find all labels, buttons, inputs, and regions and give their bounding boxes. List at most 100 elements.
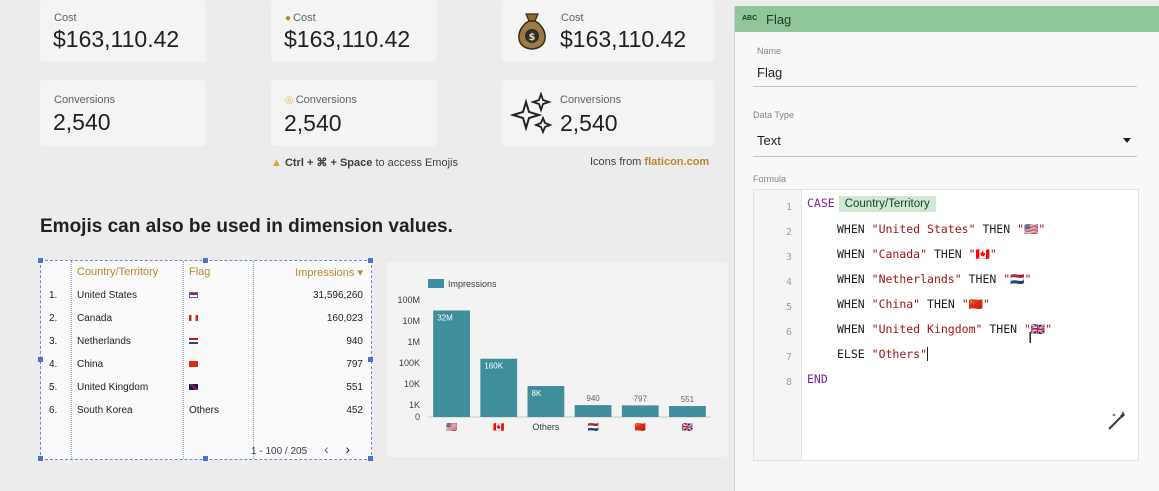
code-line: WHEN "United States" THEN "🇺🇸"	[837, 222, 1045, 236]
column-header-country[interactable]: Country/Territory	[77, 266, 159, 278]
next-page-button[interactable]: ›	[345, 441, 351, 457]
scorecard-conversions-3[interactable]: Conversions 2,540	[502, 80, 714, 146]
line-number-gutter: 1 2 3 4 5 6 7 8	[754, 190, 802, 460]
name-field[interactable]: Flag	[757, 65, 783, 80]
china-flag-icon	[189, 361, 198, 368]
us-flag-icon	[189, 292, 198, 299]
table-row[interactable]: 1. United States 31,596,260	[41, 284, 371, 307]
country-cell: Netherlands	[77, 336, 131, 347]
column-header-impressions[interactable]: Impressions ▾	[295, 267, 363, 279]
chart-svg: Impressions 100M 10M 1M 100K 10K 1K 0 32M 🇺🇸 160K 🇨…	[397, 279, 711, 432]
prev-page-button[interactable]: ‹	[323, 441, 329, 457]
row-number: 2.	[49, 313, 58, 324]
line-number: 1	[786, 202, 793, 213]
resize-handle[interactable]	[38, 456, 43, 461]
line-number: 5	[786, 302, 793, 313]
bar	[527, 386, 565, 417]
table-row[interactable]: 3. Netherlands 940	[41, 330, 371, 353]
row-number: 1.	[49, 290, 58, 301]
column-divider	[183, 261, 184, 459]
end-keyword: END	[807, 372, 828, 386]
resize-handle[interactable]	[38, 258, 43, 263]
bar	[433, 310, 470, 417]
bullseye-small-icon: ◎	[285, 95, 294, 106]
formula-editor[interactable]: 1 2 3 4 5 6 7 8 CASE Country/Territory WH…	[753, 189, 1139, 461]
pagination: 1 - 100 / 205 ‹ ›	[251, 441, 350, 457]
flag-table[interactable]: Country/Territory Flag Impressions ▾ 1. …	[38, 258, 373, 461]
datatype-underline	[753, 156, 1137, 157]
line-number: 3	[786, 252, 793, 263]
canada-flag-icon	[189, 315, 198, 322]
magic-wand-icon[interactable]	[1106, 410, 1128, 432]
shortcut-keys: Ctrl + ⌘ + Space	[284, 157, 373, 169]
scorecard-conversions-1[interactable]: Conversions 2,540	[40, 80, 206, 146]
flag-cell	[189, 290, 198, 301]
code-line: ELSE "Others"	[837, 347, 929, 361]
line-number: 8	[786, 377, 793, 388]
country-cell: South Korea	[77, 405, 133, 416]
svg-text:$: $	[529, 32, 536, 43]
country-cell: United States	[77, 290, 138, 301]
code-line: WHEN "United Kingdom" THEN "🇬🇧"	[837, 322, 1052, 336]
scorecard-label: Cost	[561, 12, 584, 24]
y-tick-label: 1K	[409, 400, 420, 410]
then-keyword: THEN	[933, 247, 962, 261]
scorecard-cost-3[interactable]: $ Cost $163,110.42	[502, 0, 714, 62]
resize-handle[interactable]	[368, 357, 373, 362]
bar	[480, 358, 518, 417]
data-label: 940	[586, 394, 600, 403]
emoji-shortcut-note: ▲ Ctrl + ⌘ + Space to access Emojis	[271, 156, 458, 169]
scorecard-cost-2[interactable]: ● Cost $163,110.42	[271, 0, 437, 62]
datatype-label: Data Type	[753, 110, 794, 120]
x-tick-label: Others	[532, 422, 560, 432]
scorecard-label-text: Conversions	[295, 94, 357, 106]
table-row[interactable]: 2. Canada 160,023	[41, 307, 371, 330]
table-row[interactable]: 4. China 797	[41, 353, 371, 376]
panel-header: ABC Flag	[735, 6, 1159, 32]
y-tick-label: 100M	[397, 295, 420, 305]
scorecard-label: ● Cost	[285, 12, 316, 24]
shortcut-text: to access Emojis	[372, 157, 458, 169]
table-header-row: Country/Territory Flag Impressions ▾	[41, 261, 371, 284]
table-row[interactable]: 6. South Korea Others 452	[41, 399, 371, 422]
ibeam-cursor-icon: I	[1028, 330, 1033, 347]
field-chip-country[interactable]: Country/Territory	[838, 196, 936, 212]
then-keyword: THEN	[968, 272, 997, 286]
scorecard-label: ◎ Conversions	[285, 94, 357, 106]
resize-handle[interactable]	[368, 456, 373, 461]
string-literal: "🇳🇱"	[1003, 272, 1032, 286]
string-literal: "🇬🇧"	[1024, 322, 1053, 336]
scorecard-conversions-2[interactable]: ◎ Conversions 2,540	[271, 80, 437, 146]
flaticon-link[interactable]: flaticon.com	[644, 156, 710, 168]
resize-handle[interactable]	[368, 258, 373, 263]
case-keyword: CASE	[807, 196, 835, 210]
then-keyword: THEN	[989, 322, 1018, 336]
else-keyword: ELSE	[837, 347, 865, 361]
scorecard-cost-1[interactable]: Cost $163,110.42	[40, 0, 206, 62]
flag-cell: Others	[189, 405, 220, 416]
code-line: WHEN "Canada" THEN "🇨🇦"	[837, 247, 997, 261]
row-number: 5.	[49, 382, 58, 393]
bar	[669, 406, 706, 417]
impressions-bar-chart[interactable]: Impressions 100M 10M 1M 100K 10K 1K 0 32M 🇺🇸 160K 🇨…	[386, 262, 728, 457]
resize-handle[interactable]	[203, 258, 208, 263]
impressions-cell: 160,023	[326, 313, 363, 324]
row-number: 3.	[49, 336, 58, 347]
formula-label: Formula	[753, 174, 787, 184]
uk-flag-icon	[189, 384, 198, 391]
data-label: 551	[681, 395, 695, 404]
impressions-cell: 551	[346, 382, 363, 393]
resize-handle[interactable]	[38, 357, 43, 362]
resize-handle[interactable]	[203, 456, 208, 461]
code-line: CASE Country/Territory	[807, 196, 936, 212]
x-tick-label: 🇨🇳	[635, 422, 646, 432]
string-literal: "United Kingdom"	[871, 322, 983, 336]
column-header-flag[interactable]: Flag	[189, 266, 211, 278]
flag-cell	[189, 359, 198, 370]
table-row[interactable]: 5. United Kingdom 551	[41, 376, 371, 399]
country-cell: United Kingdom	[77, 382, 149, 393]
line-number: 6	[786, 327, 793, 338]
datatype-select[interactable]: Text	[757, 133, 781, 148]
scorecard-label-text: Cost	[293, 12, 316, 24]
chevron-down-icon[interactable]	[1123, 138, 1131, 143]
